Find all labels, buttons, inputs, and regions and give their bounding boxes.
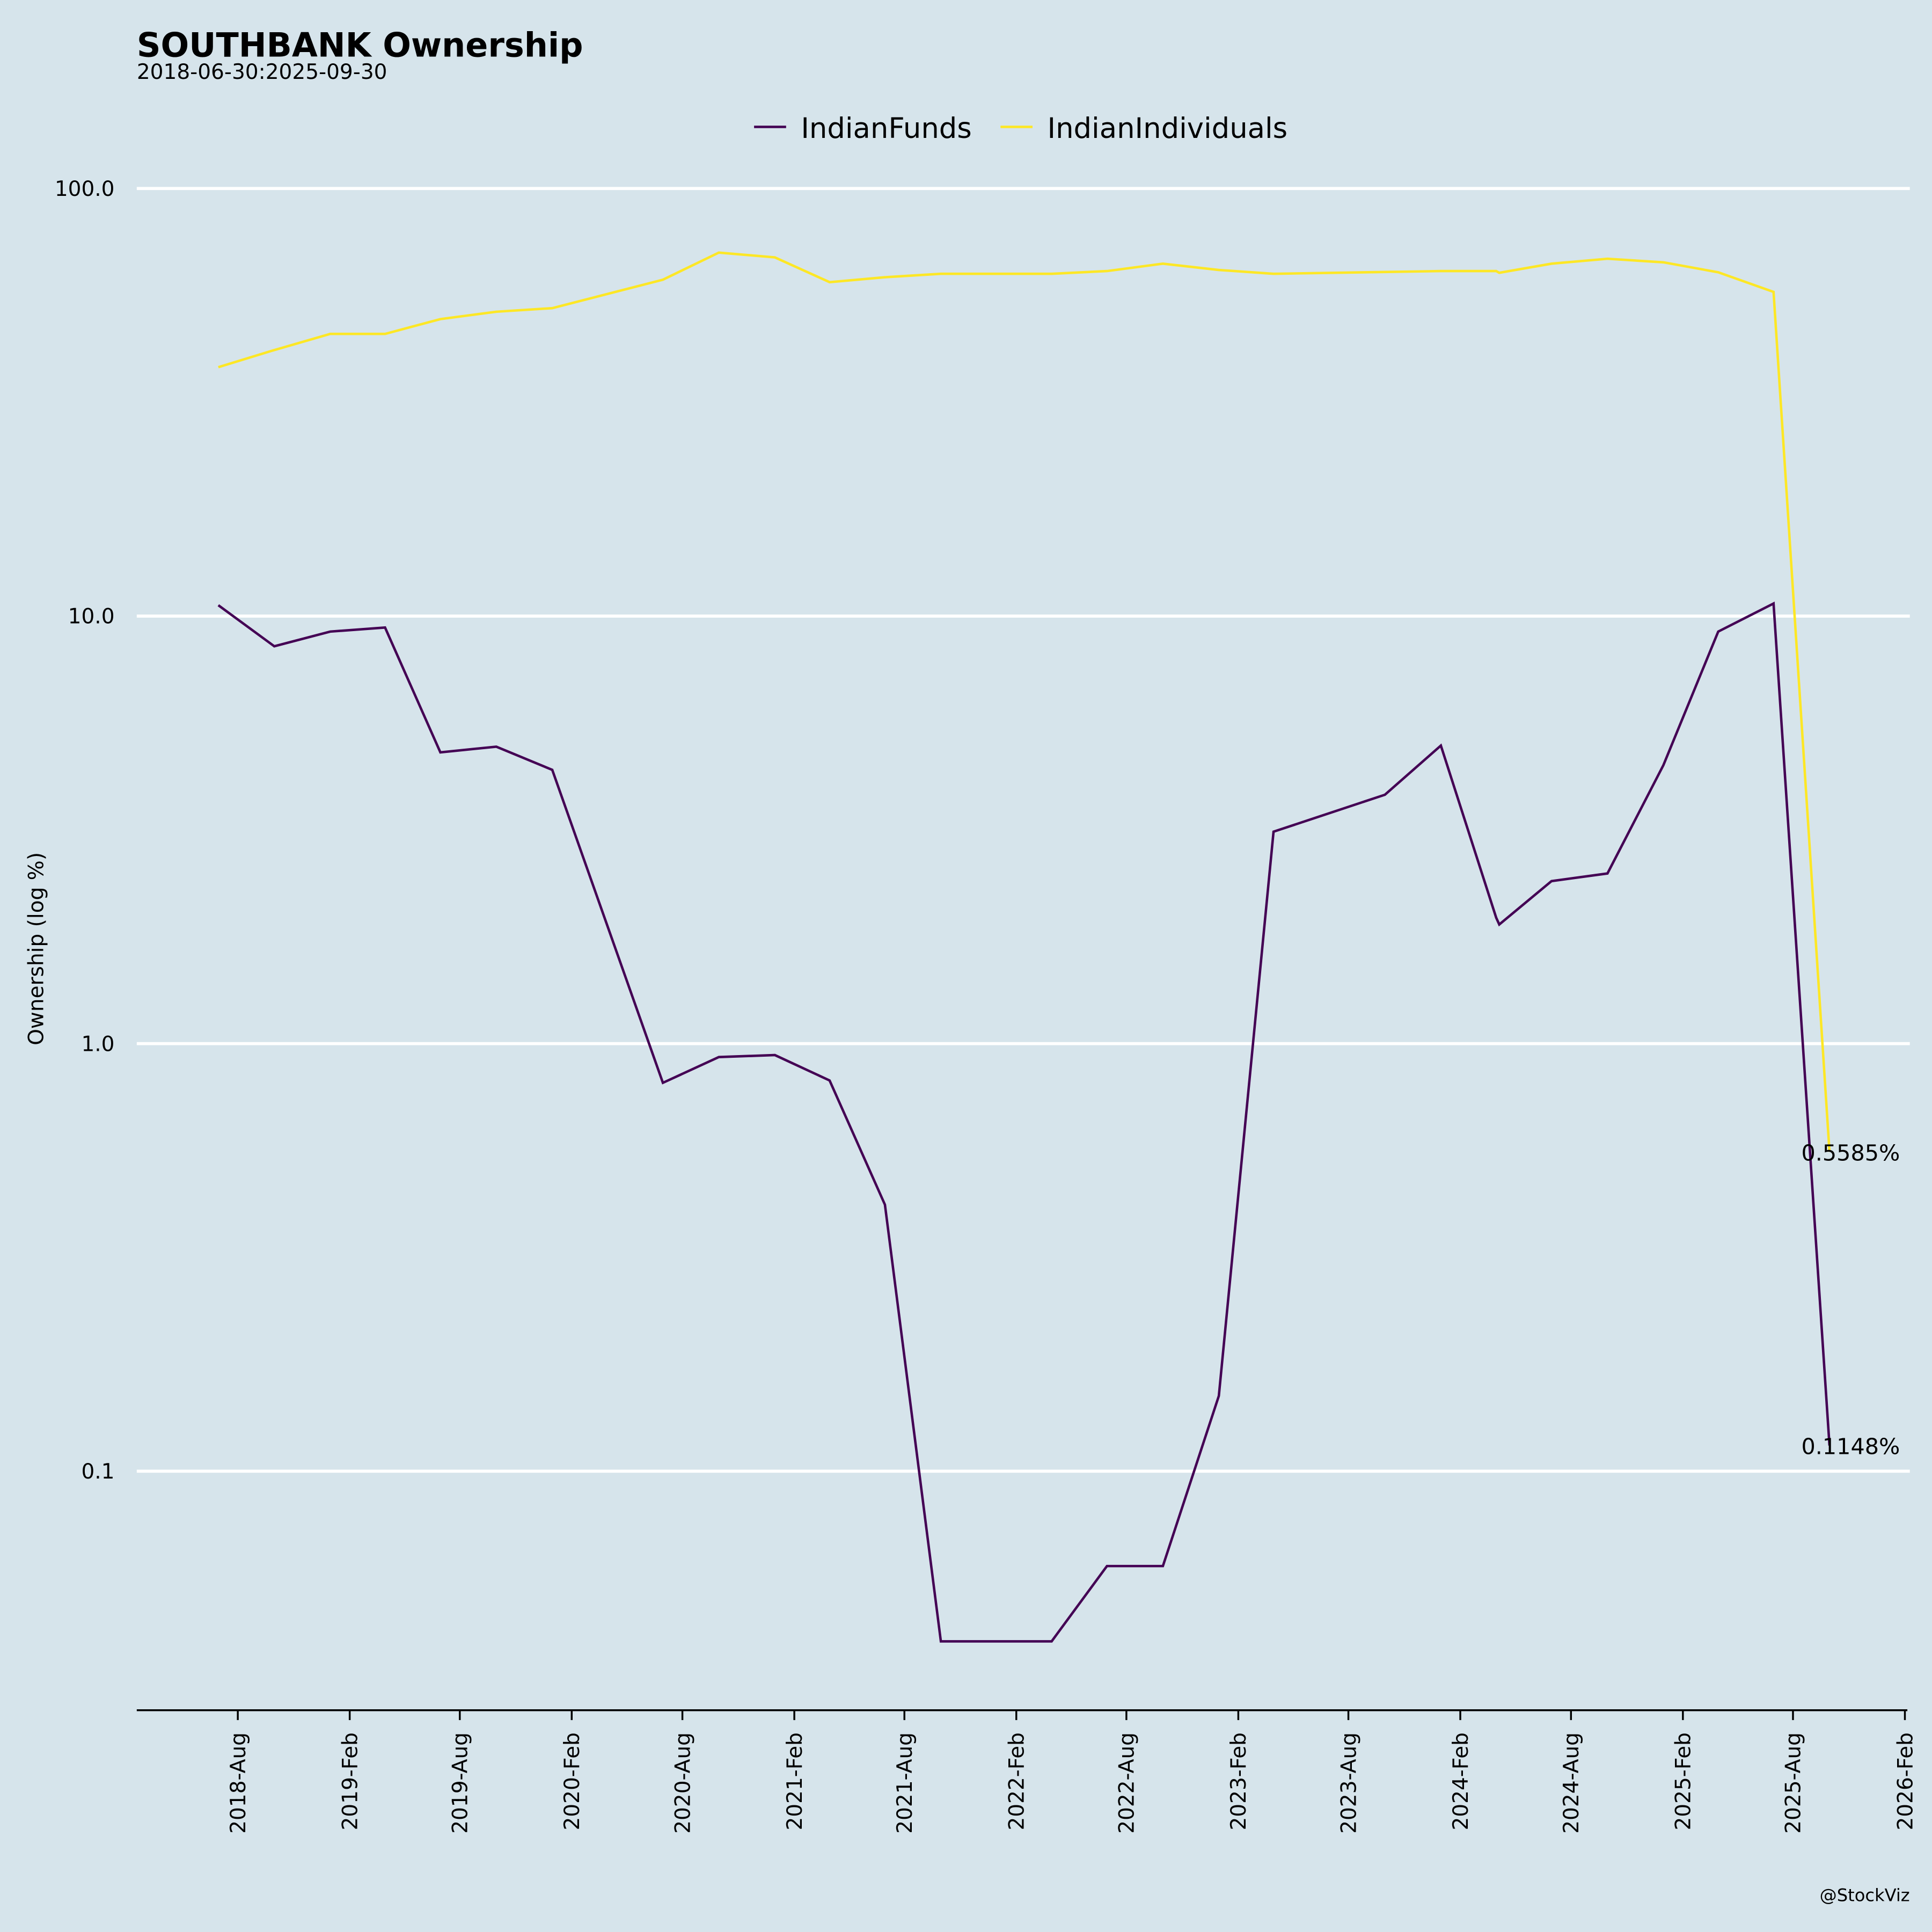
- legend-label: IndianIndividuals: [1048, 112, 1288, 145]
- x-tick-label: 2021-Feb: [783, 1732, 807, 1830]
- x-tick-label: 2020-Feb: [560, 1732, 584, 1830]
- chart-subtitle: 2018-06-30:2025-09-30: [137, 60, 387, 84]
- legend-label: IndianFunds: [801, 112, 971, 145]
- y-tick-label: 100.0: [55, 177, 115, 201]
- x-tick-label: 2018-Aug: [226, 1732, 251, 1834]
- x-tick-label: 2026-Feb: [1893, 1732, 1918, 1830]
- x-tick-label: 2022-Feb: [1005, 1732, 1029, 1830]
- x-tick-label: 2019-Aug: [449, 1732, 473, 1834]
- x-tick-label: 2024-Aug: [1560, 1732, 1584, 1834]
- x-tick-label: 2019-Feb: [338, 1732, 362, 1830]
- x-tick-label: 2023-Aug: [1337, 1732, 1361, 1834]
- y-axis-label: Ownership (log %): [24, 852, 48, 1045]
- y-tick-label: 1.0: [81, 1032, 114, 1056]
- y-tick-label: 10.0: [68, 605, 115, 629]
- y-tick-label: 0.1: [81, 1460, 114, 1484]
- chart-title: SOUTHBANK Ownership: [137, 26, 583, 65]
- end-value-label: 0.1148%: [1801, 1434, 1900, 1460]
- watermark: @StockViz: [1820, 1885, 1910, 1906]
- series-line-IndianIndividuals: [218, 251, 1831, 1152]
- legend: IndianFunds IndianIndividuals: [754, 112, 1287, 145]
- x-tick-label: 2022-Aug: [1115, 1732, 1139, 1834]
- x-tick-label: 2021-Aug: [893, 1732, 917, 1834]
- x-tick-label: 2025-Feb: [1672, 1732, 1696, 1830]
- x-tick-label: 2025-Aug: [1782, 1732, 1806, 1834]
- x-tick-label: 2024-Feb: [1449, 1732, 1473, 1830]
- end-value-label: 0.5585%: [1801, 1140, 1900, 1166]
- x-tick-label: 2023-Feb: [1227, 1732, 1251, 1830]
- x-tick-label: 2020-Aug: [671, 1732, 695, 1834]
- series-line-IndianFunds: [217, 601, 1831, 1643]
